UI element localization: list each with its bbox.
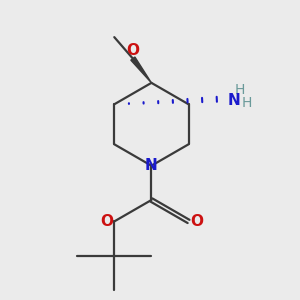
Text: H: H bbox=[235, 83, 245, 97]
Text: H: H bbox=[242, 96, 252, 110]
Polygon shape bbox=[131, 57, 152, 83]
Text: N: N bbox=[228, 92, 241, 107]
Text: O: O bbox=[100, 214, 113, 229]
Text: O: O bbox=[126, 43, 140, 58]
Text: O: O bbox=[190, 214, 203, 229]
Text: N: N bbox=[145, 158, 158, 173]
